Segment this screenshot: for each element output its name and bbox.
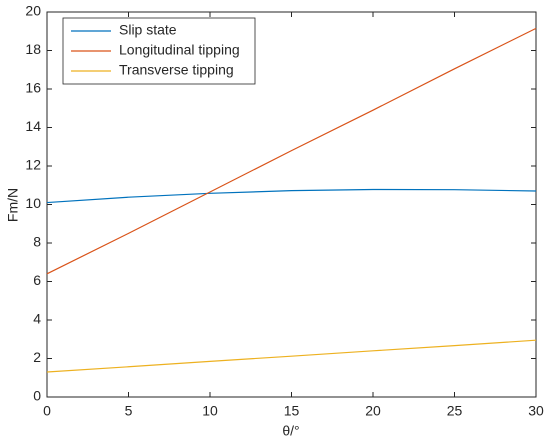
x-tick-label: 15: [284, 403, 300, 419]
y-tick-label: 10: [25, 195, 41, 211]
y-tick-label: 8: [33, 234, 41, 250]
x-tick-label: 30: [528, 403, 544, 419]
y-tick-label: 14: [25, 118, 41, 134]
y-tick-label: 20: [25, 3, 41, 19]
y-tick-label: 6: [33, 272, 41, 288]
y-axis-label: Fm/N: [5, 188, 21, 222]
y-tick-label: 12: [25, 157, 41, 173]
y-tick-label: 18: [25, 41, 41, 57]
x-tick-label: 25: [447, 403, 463, 419]
x-tick-label: 20: [365, 403, 381, 419]
series-line: [46, 339, 537, 373]
y-tick-label: 4: [33, 311, 41, 327]
x-tick-label: 5: [125, 403, 133, 419]
x-axis-label: θ/°: [282, 423, 299, 439]
series-line: [46, 27, 537, 275]
y-tick-label: 2: [33, 349, 41, 365]
series-line: [46, 188, 537, 204]
legend-label: Transverse tipping: [119, 62, 234, 78]
y-tick-label: 0: [33, 388, 41, 404]
x-tick-label: 10: [202, 403, 218, 419]
x-tick-label: 0: [43, 403, 51, 419]
legend-label: Slip state: [119, 22, 177, 38]
y-tick-label: 16: [25, 80, 41, 96]
legend-label: Longitudinal tipping: [119, 42, 240, 58]
